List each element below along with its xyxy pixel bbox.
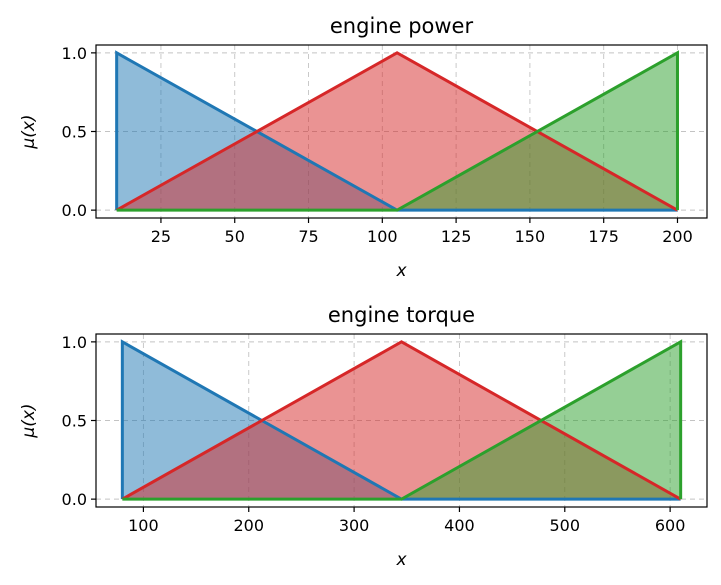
subplot-1: 25 50 75 100 125 150 175 200 0.0 0.5 1.0 engine pow… [19, 14, 708, 281]
x-tick-label: 600 [655, 516, 686, 535]
x-tick-label: 300 [339, 516, 370, 535]
x-tick-label: 125 [441, 227, 472, 246]
y-tick-label: 1.0 [62, 333, 87, 352]
x-tick-label: 75 [298, 227, 318, 246]
y-tick-label: 0.5 [62, 123, 87, 142]
x-tick-label: 100 [367, 227, 398, 246]
x-tick-label: 150 [515, 227, 546, 246]
x-axis-label: x [395, 261, 407, 281]
chart-title: engine power [330, 14, 474, 38]
y-tick-label: 0.0 [62, 490, 87, 509]
x-tick-label: 400 [444, 516, 475, 535]
y-axis-label: μ(x) [19, 403, 39, 438]
series-2-line [115, 51, 679, 212]
y-axis-label: μ(x) [19, 114, 39, 149]
series-3-line [116, 50, 679, 212]
y-tick-label: 0.0 [62, 201, 87, 220]
x-tick-label: 200 [233, 516, 264, 535]
series-3-fill [116, 52, 678, 211]
series-3-fill [122, 341, 681, 500]
x-axis-label: x [395, 550, 407, 570]
x-tick-label: 500 [550, 516, 581, 535]
x-tick-label: 25 [151, 227, 171, 246]
x-tick-label: 50 [225, 227, 245, 246]
x-tick-label: 200 [662, 227, 693, 246]
x-tick-label: 175 [588, 227, 619, 246]
subplot-2: 100 200 300 400 500 600 0.0 0.5 1.0 engine torque… [19, 303, 708, 570]
series-2-line [121, 340, 682, 501]
series-3-line [122, 339, 683, 501]
y-tick-label: 0.5 [62, 412, 87, 431]
x-tick-label: 100 [128, 516, 159, 535]
y-tick-label: 1.0 [62, 44, 87, 63]
chart-title: engine torque [328, 303, 475, 327]
